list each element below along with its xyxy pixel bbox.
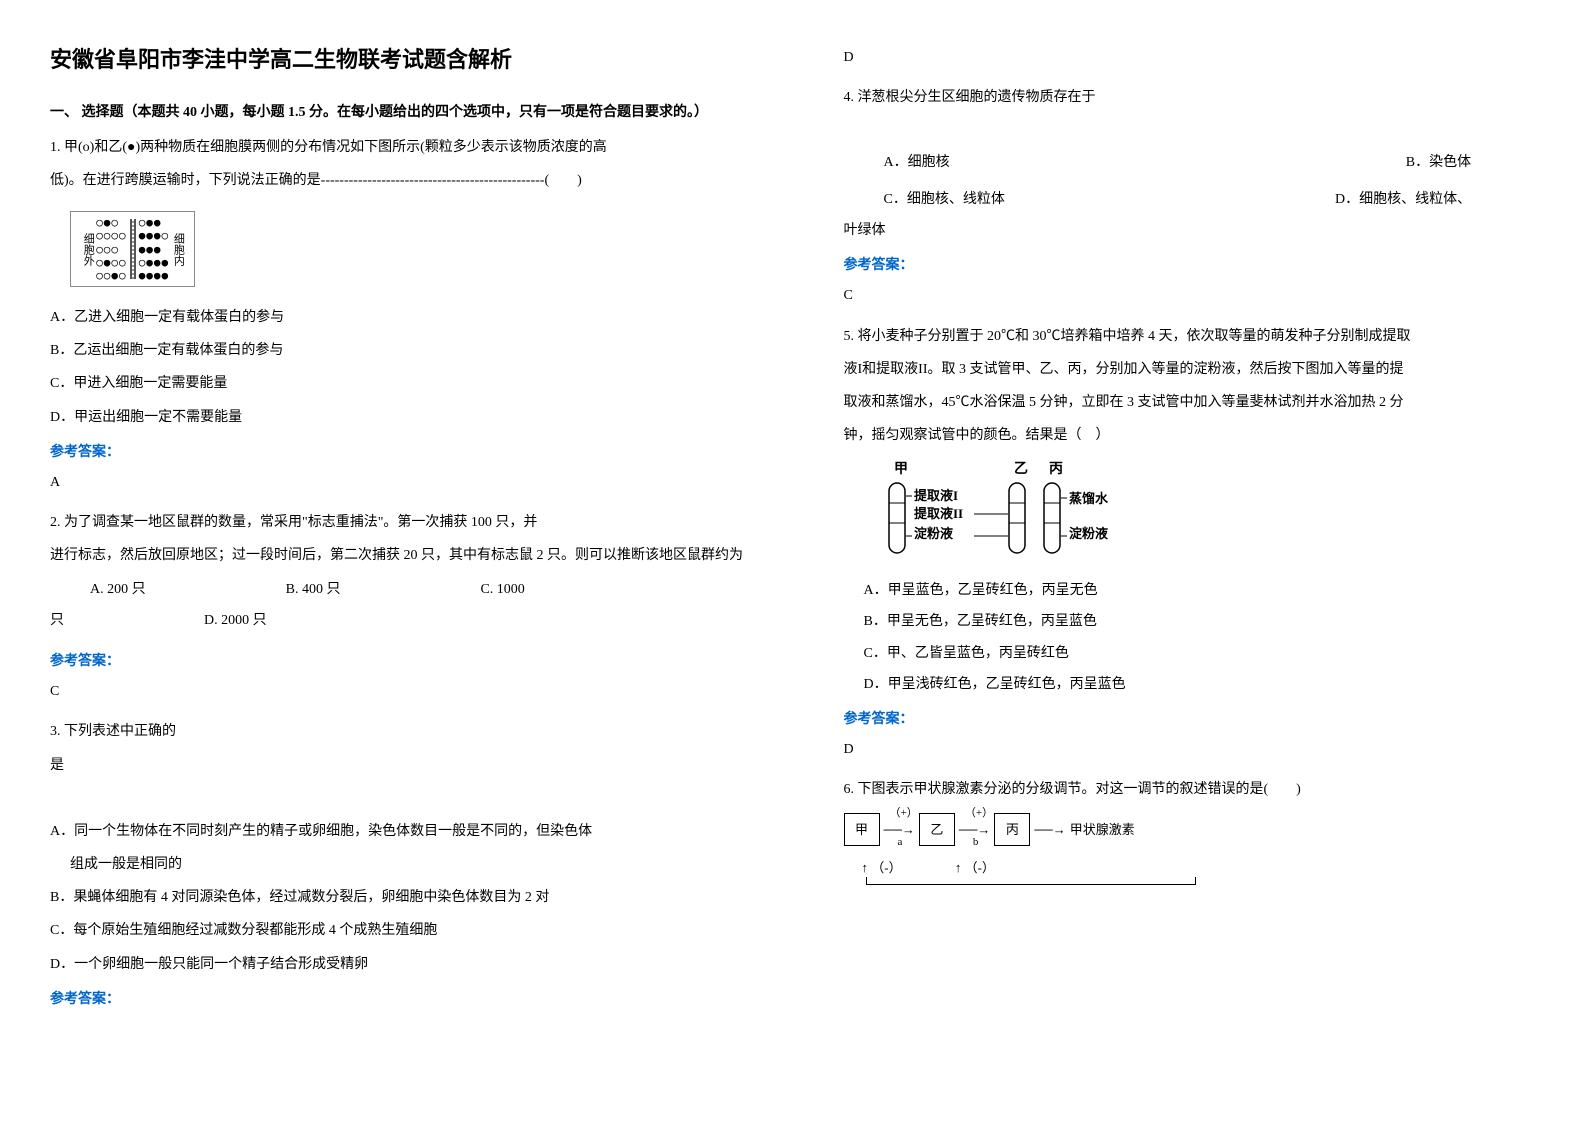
left-column: 安徽省阜阳市李洼中学高二生物联考试题含解析 一、 选择题（本题共 40 小题，每… [0,0,794,1062]
membrane-diagram: 细胞外 ○●○○○○○○○○○●○○○○●○ ○●●●●●○●●●○●●●●●●… [70,211,195,287]
svg-text:蒸馏水: 蒸馏水 [1069,491,1109,506]
q5-optC: C．甲、乙皆呈蓝色，丙呈砖红色 [864,641,1538,666]
q4-text: 4. 洋葱根尖分生区细胞的遗传物质存在于 [844,85,1538,110]
tube-diagram: 甲 乙 丙 提取液I 提取液II 淀粉液 [864,458,1518,568]
q1-text2: 低)。在进行跨膜运输时，下列说法正确的是--------------------… [50,168,744,193]
question-1: 1. 甲(o)和乙(●)两种物质在细胞膜两侧的分布情况如下图所示(颗粒多少表示该… [50,135,744,495]
page-title: 安徽省阜阳市李洼中学高二生物联考试题含解析 [50,40,744,80]
flow-box-1: 甲 [844,813,880,846]
neg-label-2: （-） [965,860,995,875]
q1-answer-label: 参考答案： [50,440,744,465]
q4-optD2: 叶绿体 [844,218,1538,243]
q2-answer-label: 参考答案： [50,649,744,674]
q4-optD: D．细胞核、线粒体、 [1159,187,1471,212]
q2-optB: B. 400 只 [286,577,341,602]
q3-optC: C．每个原始生殖细胞经过减数分裂都能形成 4 个成熟生殖细胞 [50,918,744,943]
question-2: 2. 为了调查某一地区鼠群的数量，常采用"标志重捕法"。第一次捕获 100 只，… [50,510,744,704]
q5-optD: D．甲呈浅砖红色，乙呈砖红色，丙呈蓝色 [864,672,1538,697]
label-inside: 细胞内 [171,233,184,266]
question-4: 4. 洋葱根尖分生区细胞的遗传物质存在于 A．细胞核 B．染色体 C．细胞核、线… [844,85,1538,308]
q4-optB: B．染色体 [1159,150,1471,175]
q3-optD: D．一个卵细胞一般只能同一个精子结合形成受精卵 [50,952,744,977]
q3-answer-label: 参考答案： [50,987,744,1012]
q5-optB: B．甲呈无色，乙呈砖红色，丙呈蓝色 [864,609,1538,634]
arrow-out-icon: ──→ [1034,818,1065,841]
arrow-a-icon: （+） ──→ a [884,818,915,841]
q1-text1: 1. 甲(o)和乙(●)两种物质在细胞膜两侧的分布情况如下图所示(颗粒多少表示该… [50,135,744,160]
q4-answer-label: 参考答案： [844,253,1538,278]
svg-text:淀粉液: 淀粉液 [1069,526,1108,541]
q1-optA: A．乙进入细胞一定有载体蛋白的参与 [50,305,744,330]
question-6: 6. 下图表示甲状腺激素分泌的分级调节。对这一调节的叙述错误的是( ) 甲 （+… [844,777,1538,885]
q5-text2: 液I和提取液II。取 3 支试管甲、乙、丙，分别加入等量的淀粉液，然后按下图加入… [844,357,1538,382]
flow-diagram: 甲 （+） ──→ a 乙 （+） ──→ b 丙 ──→ 甲状腺激素 [844,813,1538,846]
q6-text: 6. 下图表示甲状腺激素分泌的分级调节。对这一调节的叙述错误的是( ) [844,777,1538,802]
q5-text3: 取液和蒸馏水，45℃水浴保温 5 分钟，立即在 3 支试管中加入等量斐林试剂并水… [844,390,1538,415]
q3-optA: A．同一个生物体在不同时刻产生的精子或卵细胞，染色体数目一般是不同的，但染色体 [50,819,744,844]
q5-answer: D [844,737,1538,762]
q2-optC2: 只 [50,608,64,633]
svg-text:提取液I: 提取液I [914,488,958,503]
neg-label-1: （-） [871,860,901,875]
q2-text2: 进行标志，然后放回原地区；过一段时间后，第二次捕获 20 只，其中有标志鼠 2 … [50,543,744,568]
q1-optB: B．乙运出细胞一定有载体蛋白的参与 [50,338,744,363]
q2-answer: C [50,679,744,704]
label-outside: 细胞外 [81,233,94,266]
q2-optD: D. 2000 只 [204,608,267,633]
svg-text:丙: 丙 [1049,461,1063,477]
flow-box-3: 丙 [994,813,1030,846]
question-3: 3. 下列表述中正确的 是 A．同一个生物体在不同时刻产生的精子或卵细胞，染色体… [50,719,744,1012]
q1-answer: A [50,470,744,495]
q3-text2: 是 [50,753,744,778]
q5-optA: A．甲呈蓝色，乙呈砖红色，丙呈无色 [864,578,1538,603]
q1-optC: C．甲进入细胞一定需要能量 [50,371,744,396]
arrow-b-icon: （+） ──→ b [959,818,990,841]
q3-answer: D [844,45,1538,70]
q5-answer-label: 参考答案： [844,707,1538,732]
q4-optC: C．细胞核、线粒体 [844,187,1156,212]
section-header: 一、 选择题（本题共 40 小题，每小题 1.5 分。在每小题给出的四个选项中，… [50,100,744,125]
tube-a-label: 甲 [894,461,908,477]
question-5: 5. 将小麦种子分别置于 20℃和 30℃培养箱中培养 4 天，依次取等量的萌发… [844,324,1538,763]
q4-optA: A．细胞核 [844,150,1156,175]
q5-text1: 5. 将小麦种子分别置于 20℃和 30℃培养箱中培养 4 天，依次取等量的萌发… [844,324,1538,349]
q4-answer: C [844,283,1538,308]
q1-optD: D．甲运出细胞一定不需要能量 [50,405,744,430]
q2-optC: C. 1000 [480,577,524,602]
right-column: D 4. 洋葱根尖分生区细胞的遗传物质存在于 A．细胞核 B．染色体 C．细胞核… [794,0,1587,1062]
q5-text4: 钟，摇匀观察试管中的颜色。结果是（ ） [844,423,1538,448]
flow-box-2: 乙 [919,813,955,846]
flow-output: 甲状腺激素 [1070,818,1135,841]
svg-text:淀粉液: 淀粉液 [914,526,953,541]
q2-text1: 2. 为了调查某一地区鼠群的数量，常采用"标志重捕法"。第一次捕获 100 只，… [50,510,744,535]
feedback-row: ↑ （-） ↑ （-） [854,856,1538,885]
q3-text: 3. 下列表述中正确的 [50,719,744,744]
svg-text:提取液II: 提取液II [914,506,963,521]
q3-optA2: 组成一般是相同的 [50,852,744,877]
q2-optA: A. 200 只 [90,577,146,602]
q3-optB: B．果蝇体细胞有 4 对同源染色体，经过减数分裂后，卵细胞中染色体数目为 2 对 [50,885,744,910]
svg-text:乙: 乙 [1014,461,1028,477]
